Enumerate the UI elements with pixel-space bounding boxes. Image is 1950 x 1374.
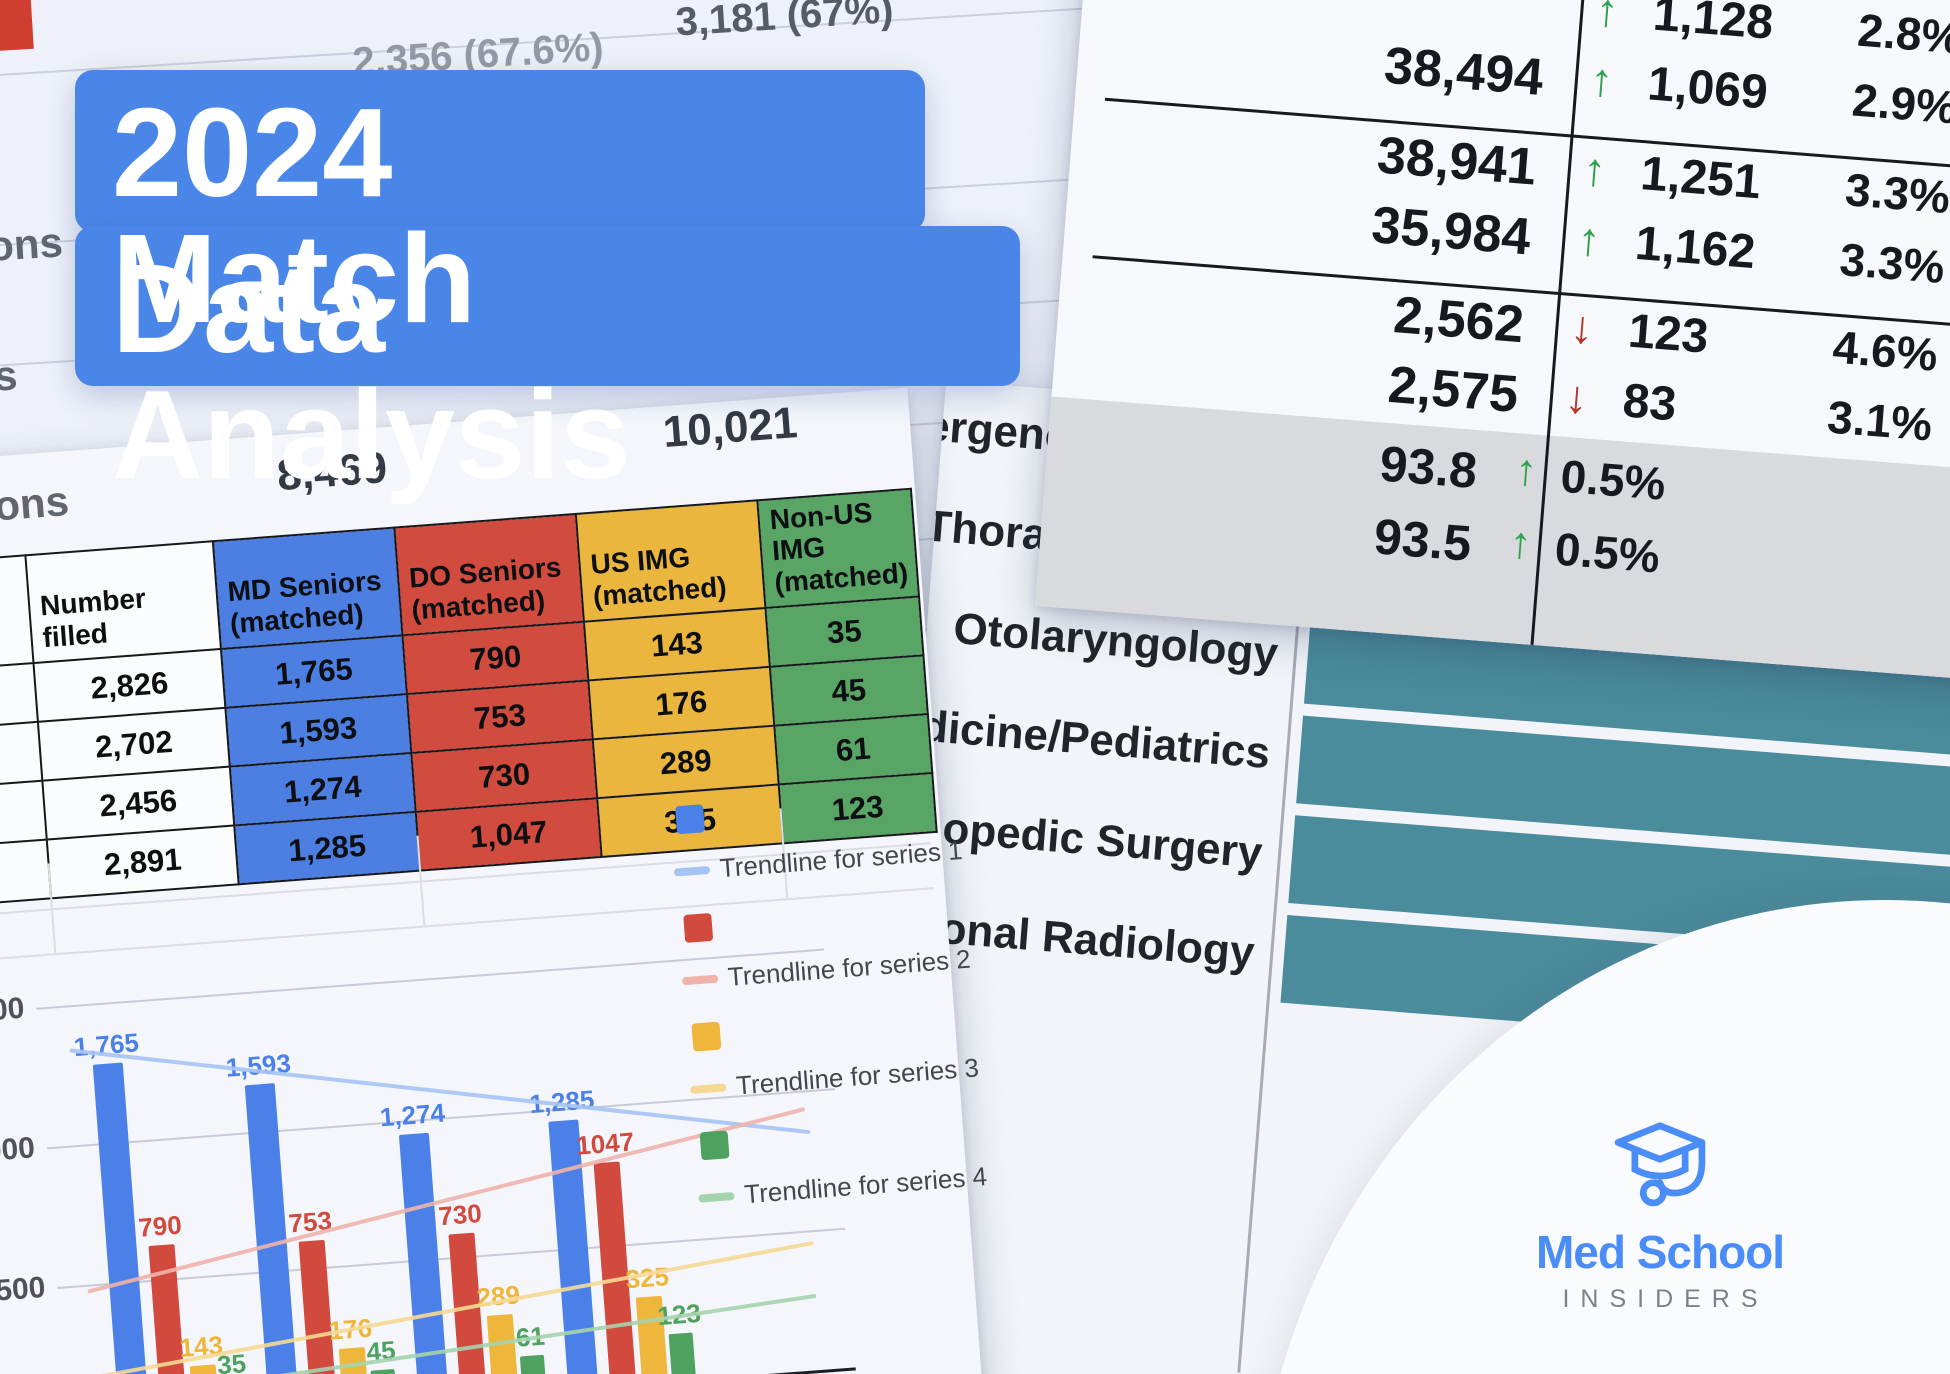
up-arrow-icon: ↑ bbox=[1513, 445, 1540, 496]
summary-percent: 4.6% bbox=[1830, 320, 1940, 381]
bar-series-4 bbox=[519, 1354, 547, 1374]
sheet-summary-table: ↑ 1,128 2.8% 38,494 ↑ 1,069 2.9% 38,941 ↑ 1,251 3.… bbox=[1035, 0, 1950, 693]
cell-md: 1,285 bbox=[234, 811, 421, 885]
stat-value: 3,181 (67%) bbox=[674, 0, 895, 45]
summary-percent: 2.8% bbox=[1855, 3, 1950, 64]
title-line-1: 2024 Match bbox=[112, 82, 477, 349]
summary-change: 1,128 bbox=[1651, 0, 1776, 50]
column-header: MD Seniors (matched) bbox=[212, 527, 403, 650]
summary-change: 1,251 bbox=[1638, 147, 1763, 210]
up-arrow-icon: ↑ bbox=[1575, 212, 1603, 266]
y-tick-label: 00 bbox=[0, 991, 26, 1028]
title-line-2: Data Analysis bbox=[112, 238, 631, 505]
column-header: Non-US IMG (matched) bbox=[757, 488, 919, 609]
legend-swatch bbox=[699, 1130, 730, 1161]
title-badge-box bbox=[75, 70, 925, 232]
bar-series-4 bbox=[370, 1368, 397, 1374]
legend-trendline-dash-icon bbox=[673, 865, 711, 877]
row-label-cut: s bbox=[0, 351, 19, 400]
cell-non_us_img: 123 bbox=[778, 773, 937, 844]
brand-subtitle: INSIDERS bbox=[1562, 1285, 1769, 1313]
summary-change: 0.5% bbox=[1553, 522, 1662, 583]
grad-cap-stethoscope-icon bbox=[1614, 1122, 1706, 1207]
legend-label: Trendline for series 2 bbox=[726, 943, 972, 992]
cell-number-filled: 2,891 bbox=[46, 825, 239, 899]
med-school-insiders-logo: Med School INSIDERS bbox=[1500, 1118, 1820, 1314]
up-arrow-icon: ↑ bbox=[1593, 0, 1621, 37]
row-label-cut: ons bbox=[0, 218, 65, 270]
row-label-cut: tions bbox=[0, 477, 71, 532]
column-header: DO Seniors (matched) bbox=[394, 513, 584, 636]
legend-swatch bbox=[691, 1021, 722, 1052]
summary-change: 1,069 bbox=[1645, 57, 1770, 120]
stat-value: 10,021 bbox=[661, 398, 800, 458]
title-badge-box bbox=[75, 226, 1020, 386]
sheet-match-table-chart: tions 8,469 10,021 Number filled MD Senio… bbox=[0, 387, 990, 1374]
red-cell-fragment bbox=[0, 0, 34, 52]
empty-cell bbox=[0, 839, 52, 907]
empty-cell bbox=[0, 721, 43, 790]
cell-do: 1,047 bbox=[415, 798, 602, 871]
summary-change: 1,162 bbox=[1633, 216, 1758, 280]
brand-name: Med School bbox=[1535, 1226, 1785, 1278]
legend-trendline-dash-icon bbox=[698, 1191, 735, 1203]
legend-swatch bbox=[683, 912, 714, 943]
column-header: Number filled bbox=[25, 541, 221, 664]
empty-cell bbox=[0, 780, 47, 849]
y-tick-label: 1000 bbox=[0, 1131, 37, 1170]
up-arrow-icon: ↑ bbox=[1588, 52, 1616, 107]
up-arrow-icon: ↑ bbox=[1507, 517, 1534, 569]
legend-trendline-dash-icon bbox=[690, 1083, 727, 1094]
summary-change: 0.5% bbox=[1558, 449, 1668, 510]
y-tick-label: 500 bbox=[0, 1270, 47, 1308]
legend-swatch bbox=[675, 804, 706, 835]
up-arrow-icon: ↑ bbox=[1580, 142, 1608, 197]
empty-cell bbox=[0, 663, 38, 731]
legend-trendline-dash-icon bbox=[681, 974, 719, 986]
summary-change: 123 bbox=[1626, 304, 1711, 364]
down-arrow-icon: ↓ bbox=[1568, 300, 1596, 354]
summary-change: 83 bbox=[1620, 374, 1679, 432]
down-arrow-icon: ↓ bbox=[1563, 369, 1591, 424]
legend-label: Trendline for series 3 bbox=[735, 1052, 980, 1101]
bar-series-4 bbox=[668, 1332, 697, 1374]
summary-percent: 3.3% bbox=[1843, 163, 1950, 224]
match-results-table: Number filled MD Seniors (matched) DO Seni… bbox=[0, 488, 938, 908]
column-header: US IMG (matched) bbox=[575, 500, 766, 622]
bar-value-label: 1,274 bbox=[378, 1097, 446, 1133]
legend-label: Trendline for series 4 bbox=[743, 1161, 989, 1210]
